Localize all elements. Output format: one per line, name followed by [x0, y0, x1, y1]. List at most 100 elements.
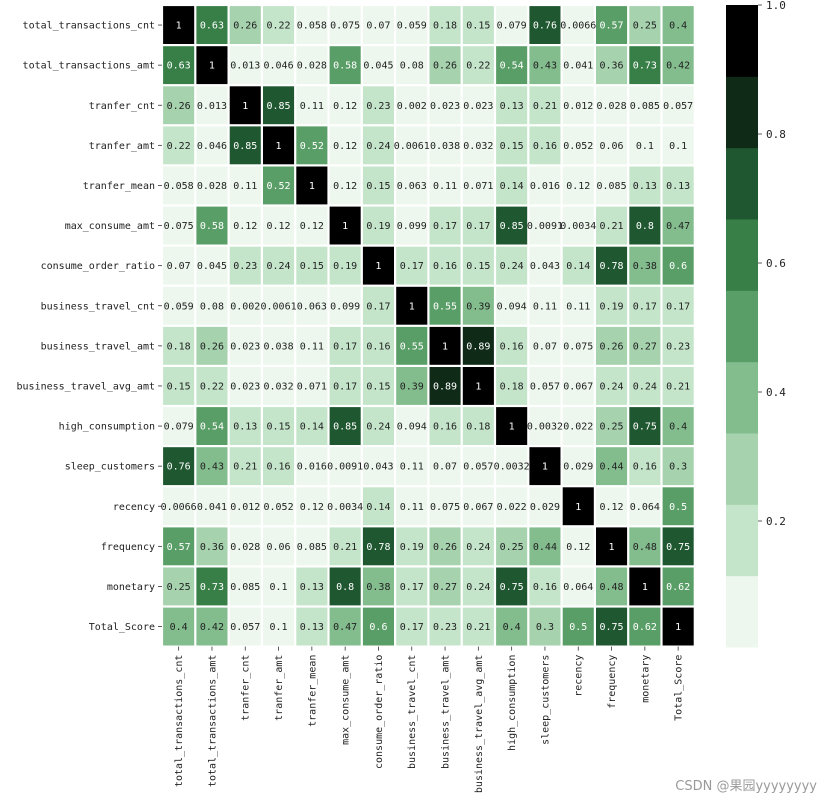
heatmap-cell: [329, 126, 361, 165]
heatmap-cell-value: 0.041: [563, 61, 593, 72]
heatmap-cell-value: 0.002: [397, 101, 427, 112]
heatmap-cell-value: 0.4: [503, 622, 521, 633]
heatmap-cell-value: 0.085: [596, 181, 626, 192]
x-axis-tick-label: max_consume_amt: [341, 655, 352, 745]
heatmap-cell-value: 0.73: [200, 582, 224, 593]
heatmap-cell: [462, 447, 494, 486]
y-axis-tick-label: business_travel_avg_amt: [17, 381, 155, 392]
heatmap-cell: [462, 166, 494, 205]
heatmap-cell-value: 0.11: [566, 301, 590, 312]
heatmap-cell-value: 0.057: [663, 101, 693, 112]
heatmap-cell: [263, 447, 295, 486]
heatmap-cell-value: 0.43: [200, 462, 224, 473]
heatmap-cell-value: 0.11: [533, 301, 557, 312]
heatmap-cell: [429, 447, 461, 486]
heatmap-cell-value: 0.63: [167, 61, 191, 72]
heatmap-cell: [362, 46, 394, 85]
heatmap-cell-value: 0.063: [397, 181, 427, 192]
heatmap-cell: [163, 487, 195, 526]
heatmap-cell: [329, 246, 361, 285]
heatmap-cell: [362, 166, 394, 205]
heatmap-cell-value: 0.75: [600, 622, 624, 633]
heatmap-cell-value: 0.23: [233, 261, 257, 272]
heatmap-cell-value: 0.16: [633, 462, 657, 473]
heatmap-cell-value: 0.13: [300, 582, 324, 593]
heatmap-cell: [529, 246, 561, 285]
heatmap-cell: [629, 46, 661, 85]
heatmap-cell: [296, 567, 328, 606]
heatmap-cell-value: 0.22: [267, 21, 291, 32]
heatmap-cell: [462, 246, 494, 285]
heatmap-cell: [496, 206, 528, 245]
heatmap-cell: [529, 6, 561, 45]
colorbar-tick-label: 0.8: [766, 128, 786, 141]
heatmap-cell: [429, 567, 461, 606]
heatmap-cell-value: 0.12: [600, 502, 624, 513]
heatmap-cell-value: 0.058: [164, 181, 194, 192]
heatmap-cell: [396, 206, 428, 245]
heatmap-cell-value: 0.18: [500, 381, 524, 392]
heatmap-cell: [496, 286, 528, 325]
heatmap-cell-value: 0.1: [636, 141, 654, 152]
heatmap-cell-value: 0.057: [530, 381, 560, 392]
heatmap-cell: [229, 6, 261, 45]
heatmap-cell-value: 0.26: [433, 542, 457, 553]
x-axis-tick-label: tranfer_amt: [274, 655, 285, 721]
heatmap-cell: [496, 527, 528, 566]
heatmap-cell-value: 0.13: [633, 181, 657, 192]
heatmap-cell: [429, 46, 461, 85]
heatmap-cell: [362, 206, 394, 245]
heatmap-cell-value: 0.85: [500, 221, 524, 232]
heatmap-cell-value: 0.21: [233, 462, 257, 473]
y-axis-tick-label: tranfer_amt: [89, 141, 155, 152]
heatmap-cell: [396, 527, 428, 566]
heatmap-cell: [662, 166, 694, 205]
heatmap-cell-value: 0.23: [666, 341, 690, 352]
heatmap-cell: [362, 86, 394, 125]
heatmap-cell-value: 0.15: [167, 381, 191, 392]
heatmap-cell-value: 0.63: [200, 21, 224, 32]
heatmap-cell-value: 0.1: [270, 622, 288, 633]
heatmap-cell-value: 0.23: [433, 622, 457, 633]
heatmap-cell: [462, 367, 494, 405]
heatmap-cell: [662, 607, 694, 646]
heatmap-cell: [596, 246, 628, 285]
heatmap-cell: [396, 607, 428, 646]
heatmap-cell: [529, 407, 561, 445]
heatmap-cell-value: 0.12: [333, 101, 357, 112]
heatmap-cell-value: 0.08: [200, 301, 224, 312]
heatmap-cell: [163, 607, 195, 646]
heatmap-cell: [562, 527, 594, 566]
y-axis-tick-label: tranfer_mean: [83, 181, 155, 192]
heatmap-cell-labels: 1 0.63 0.26 0.22 0.058 0.075 0.07 0.059 0.18 0.15…: [161, 21, 694, 633]
heatmap-cell-value: 0.75: [666, 542, 690, 553]
heatmap-cell-value: 0.62: [666, 582, 690, 593]
heatmap-cell: [196, 567, 228, 606]
heatmap-cell: [229, 447, 261, 486]
heatmap-cell: [462, 607, 494, 646]
colorbar-segment: [726, 147, 758, 220]
heatmap-cell-value: 0.045: [197, 261, 227, 272]
heatmap-cell-value: 0.07: [366, 21, 390, 32]
x-axis-tick-label: business_travel_cnt: [407, 655, 418, 769]
heatmap-cell-value: 0.012: [230, 502, 260, 513]
heatmap-cell: [296, 527, 328, 566]
heatmap-cell: [662, 527, 694, 566]
heatmap-cell: [629, 447, 661, 486]
heatmap-cell-value: 0.62: [633, 622, 657, 633]
heatmap-cell-value: 0.057: [230, 622, 260, 633]
heatmap-cell-value: 0.24: [633, 381, 657, 392]
colorbar-segment: [726, 361, 758, 434]
heatmap-cell-value: 0.032: [263, 381, 293, 392]
x-axis-tick-label: total_transactions_amt: [207, 655, 218, 787]
heatmap-cell-value: 1: [575, 502, 581, 513]
heatmap-cell: [596, 46, 628, 85]
heatmap-cell-value: 0.067: [463, 502, 493, 513]
heatmap-cell-value: 0.89: [466, 341, 490, 352]
heatmap-cell-value: 0.42: [666, 61, 690, 72]
heatmap-cell-value: 0.016: [297, 462, 327, 473]
y-axis-tick-label: recency: [113, 502, 155, 513]
heatmap-cell: [196, 86, 228, 125]
heatmap-cell: [396, 126, 428, 165]
heatmap-cell: [196, 527, 228, 566]
